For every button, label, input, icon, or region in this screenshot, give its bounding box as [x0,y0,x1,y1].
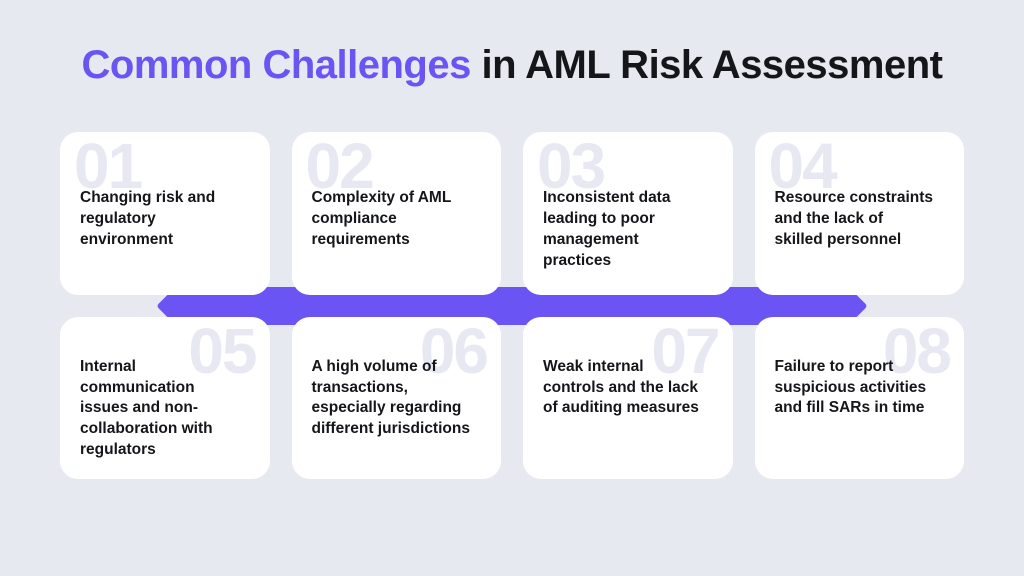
challenge-card: 02 Complexity of AML compliance requirem… [292,132,502,295]
challenge-card: 01 Changing risk and regulatory environm… [60,132,270,295]
challenge-card: 03 Inconsistent data leading to poor man… [523,132,733,295]
card-grid: 01 Changing risk and regulatory environm… [60,132,964,479]
card-text: A high volume of transactions, especiall… [312,357,473,441]
card-text: Internal communication issues and non-co… [80,357,241,462]
challenge-card: 04 Resource constraints and the lack of … [755,132,965,295]
card-text: Changing risk and regulatory environment [80,188,241,251]
card-text: Inconsistent data leading to poor manage… [543,188,704,272]
page-title: Common Challenges in AML Risk Assessment [60,42,964,88]
challenge-card: 06 A high volume of transactions, especi… [292,317,502,480]
infographic-canvas: Common Challenges in AML Risk Assessment… [0,0,1024,576]
title-rest: in AML Risk Assessment [471,43,943,87]
grid-wrap: 01 Changing risk and regulatory environm… [60,132,964,479]
title-accent: Common Challenges [82,43,471,87]
card-text: Resource constraints and the lack of ski… [775,188,936,251]
card-text: Complexity of AML compliance requirement… [312,188,473,251]
challenge-card: 05 Internal communication issues and non… [60,317,270,480]
card-text: Failure to report suspicious activities … [775,357,936,420]
card-text: Weak internal controls and the lack of a… [543,357,704,420]
challenge-card: 08 Failure to report suspicious activiti… [755,317,965,480]
challenge-card: 07 Weak internal controls and the lack o… [523,317,733,480]
